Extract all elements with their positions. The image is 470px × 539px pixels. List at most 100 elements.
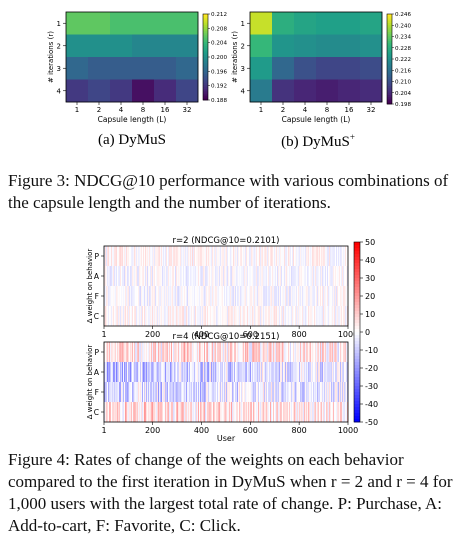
strip-cell (327, 342, 329, 363)
strip-cell (260, 266, 262, 287)
strip-cell (237, 306, 239, 327)
strip-cell (301, 266, 303, 287)
strip-cell (220, 342, 222, 363)
strip-cell (230, 402, 232, 423)
strip-cell (171, 342, 173, 363)
strip-cell (166, 342, 168, 363)
strip-cell (283, 382, 285, 403)
strip-cell (321, 246, 323, 267)
colorbar-segment (354, 260, 360, 264)
strip-cell (119, 266, 121, 287)
strip-cell (168, 306, 170, 327)
strip-cell (340, 246, 342, 267)
strip-cell (261, 246, 263, 267)
colorbar-segment (203, 35, 208, 39)
strip-cell (267, 362, 269, 383)
strip-cell (254, 402, 256, 423)
strip-cell (184, 246, 186, 267)
subcaption-a: (a) DyMuS (98, 132, 166, 148)
strip-cell (219, 402, 221, 423)
strip-cell (312, 266, 314, 287)
strip-cell (141, 246, 143, 267)
strip-cell (125, 382, 127, 403)
strip-cell (294, 286, 296, 307)
strip-cell (265, 266, 267, 287)
heatmap-cell (154, 57, 177, 80)
strip-cell (117, 266, 119, 287)
strip-cell (216, 306, 218, 327)
strip-cell (253, 246, 255, 267)
strip-cell (240, 382, 242, 403)
strip-cell (320, 286, 322, 307)
x-tick-label: 16 (161, 106, 170, 114)
strip-cell (225, 362, 227, 383)
strip-cell (253, 286, 255, 307)
strip-cell (256, 402, 258, 423)
strip-cell (288, 402, 290, 423)
x-axis-label-b: Capsule length (L) (282, 115, 351, 124)
strip-cell (278, 286, 280, 307)
strip-cell (212, 246, 214, 267)
strip-cell (165, 342, 167, 363)
strip-cell (173, 402, 175, 423)
strip-cell (110, 246, 112, 267)
strip-cell (310, 306, 312, 327)
strip-cell (224, 246, 226, 267)
heatmap-cell (316, 12, 339, 35)
strip-cell (305, 266, 307, 287)
colorbar-segment (203, 26, 208, 30)
strip-cell (290, 286, 292, 307)
strip-cell (215, 306, 217, 327)
user-tick-label: 1000 (338, 330, 358, 339)
strip-cell (127, 306, 129, 327)
heatmap-cell (272, 12, 295, 35)
strip-cell (225, 402, 227, 423)
strip-cell (231, 306, 233, 327)
user-tick-label: 400 (194, 426, 209, 435)
strip-cell (116, 266, 118, 287)
strip-cell (307, 342, 309, 363)
colorbar-segment (387, 95, 392, 98)
strip-cell (259, 286, 261, 307)
strip-cell (176, 306, 178, 327)
strip-cell (222, 382, 224, 403)
strip-cell (122, 342, 124, 363)
strip-cell (134, 306, 136, 327)
strip-cell (154, 306, 156, 327)
colorbar-segment (203, 20, 208, 23)
strip-cell (305, 306, 307, 327)
strip-cell (294, 342, 296, 363)
strip-cell (297, 306, 299, 327)
strip-cell (252, 246, 254, 267)
top-x-ticks: 1 200 400 600 800 1000 (101, 326, 358, 339)
strip-cell (183, 382, 185, 403)
strip-cell (243, 342, 245, 363)
strip-cell (287, 286, 289, 307)
strip-cell (201, 266, 203, 287)
strip-cell (291, 306, 293, 327)
strip-cell (187, 286, 189, 307)
strip-cell (298, 342, 300, 363)
strip-cell (221, 402, 223, 423)
strip-cell (208, 382, 210, 403)
strip-cell (317, 306, 319, 327)
strip-cell (192, 266, 194, 287)
strip-cell (106, 246, 108, 267)
colorbar-tick-label: 0.246 (395, 12, 411, 18)
strip-cell (200, 306, 202, 327)
strip-cell (285, 306, 287, 327)
strip-cell (143, 362, 145, 383)
colorbar-tick-label: 30 (365, 274, 375, 283)
strip-cell (197, 362, 199, 383)
strip-cell (169, 306, 171, 327)
strip-cell (301, 306, 303, 327)
strip-cell (214, 342, 216, 363)
strip-cell (137, 266, 139, 287)
strip-cell (264, 246, 266, 267)
strip-cell (241, 382, 243, 403)
strip-cell (155, 342, 157, 363)
strip-cell (248, 402, 250, 423)
colorbar-segment (354, 305, 360, 309)
strip-cell (249, 402, 251, 423)
